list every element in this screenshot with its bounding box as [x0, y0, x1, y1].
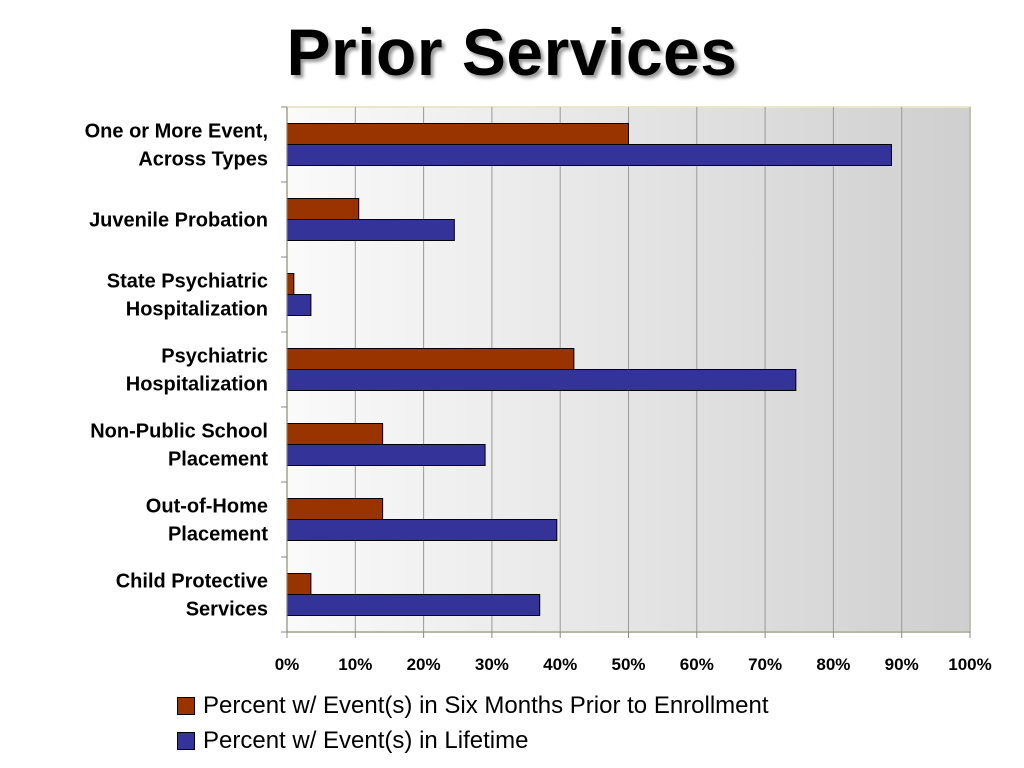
category-label: State Psychiatric Hospitalization	[107, 271, 268, 321]
category-label: Non-Public School Placement	[90, 421, 268, 471]
legend-label-lifetime: Percent w/ Event(s) in Lifetime	[203, 726, 529, 754]
page-title: Prior Services	[286, 15, 738, 89]
legend-item-six-months: Percent w/ Event(s) in Six Months Prior …	[177, 688, 769, 723]
x-tick-label: 50%	[611, 655, 645, 674]
bar-lifetime	[286, 144, 892, 166]
x-tick-label: 20%	[407, 655, 441, 674]
category-label: Out-of-Home Placement	[146, 496, 269, 546]
bar-six-months	[286, 573, 312, 595]
bar-six-months	[286, 198, 360, 220]
legend-swatch-six-months	[177, 696, 195, 715]
tick-labels: 0% 10% 20% 30% 40% 50% 60% 70% 80% 90% 100%	[275, 655, 992, 674]
bar-lifetime	[286, 294, 312, 316]
legend-swatch-lifetime	[177, 731, 195, 750]
bar-six-months	[286, 348, 575, 370]
category-label: One or More Event, Across Types	[85, 121, 268, 171]
x-tick-label: 70%	[748, 655, 782, 674]
x-tick-label: 90%	[885, 655, 919, 674]
bar-lifetime	[286, 594, 541, 616]
axes	[281, 106, 971, 638]
category-label: Psychiatric Hospitalization	[126, 346, 268, 396]
category-label: Juvenile Probation	[89, 210, 268, 232]
bar-six-months	[286, 273, 295, 295]
x-tick-label: 100%	[948, 655, 991, 674]
legend-label-six-months: Percent w/ Event(s) in Six Months Prior …	[203, 691, 769, 719]
bar-lifetime	[286, 444, 486, 466]
x-tick-label: 10%	[338, 655, 372, 674]
bar-lifetime	[286, 369, 797, 391]
category-label: Child Protective Services	[116, 571, 268, 621]
bar-lifetime	[286, 219, 455, 241]
legend-item-lifetime: Percent w/ Event(s) in Lifetime	[177, 723, 769, 758]
x-tick-label: 60%	[680, 655, 714, 674]
bar-six-months	[286, 123, 629, 145]
x-tick-label: 0%	[275, 655, 300, 674]
bar-six-months	[286, 498, 384, 520]
legend: Percent w/ Event(s) in Six Months Prior …	[177, 688, 769, 758]
bar-lifetime	[286, 519, 558, 541]
x-tick-label: 80%	[816, 655, 850, 674]
bar-six-months	[286, 423, 384, 445]
x-tick-label: 40%	[543, 655, 577, 674]
x-tick-label: 30%	[475, 655, 509, 674]
category-labels: One or More Event, Across Types Juvenile P…	[85, 121, 269, 621]
